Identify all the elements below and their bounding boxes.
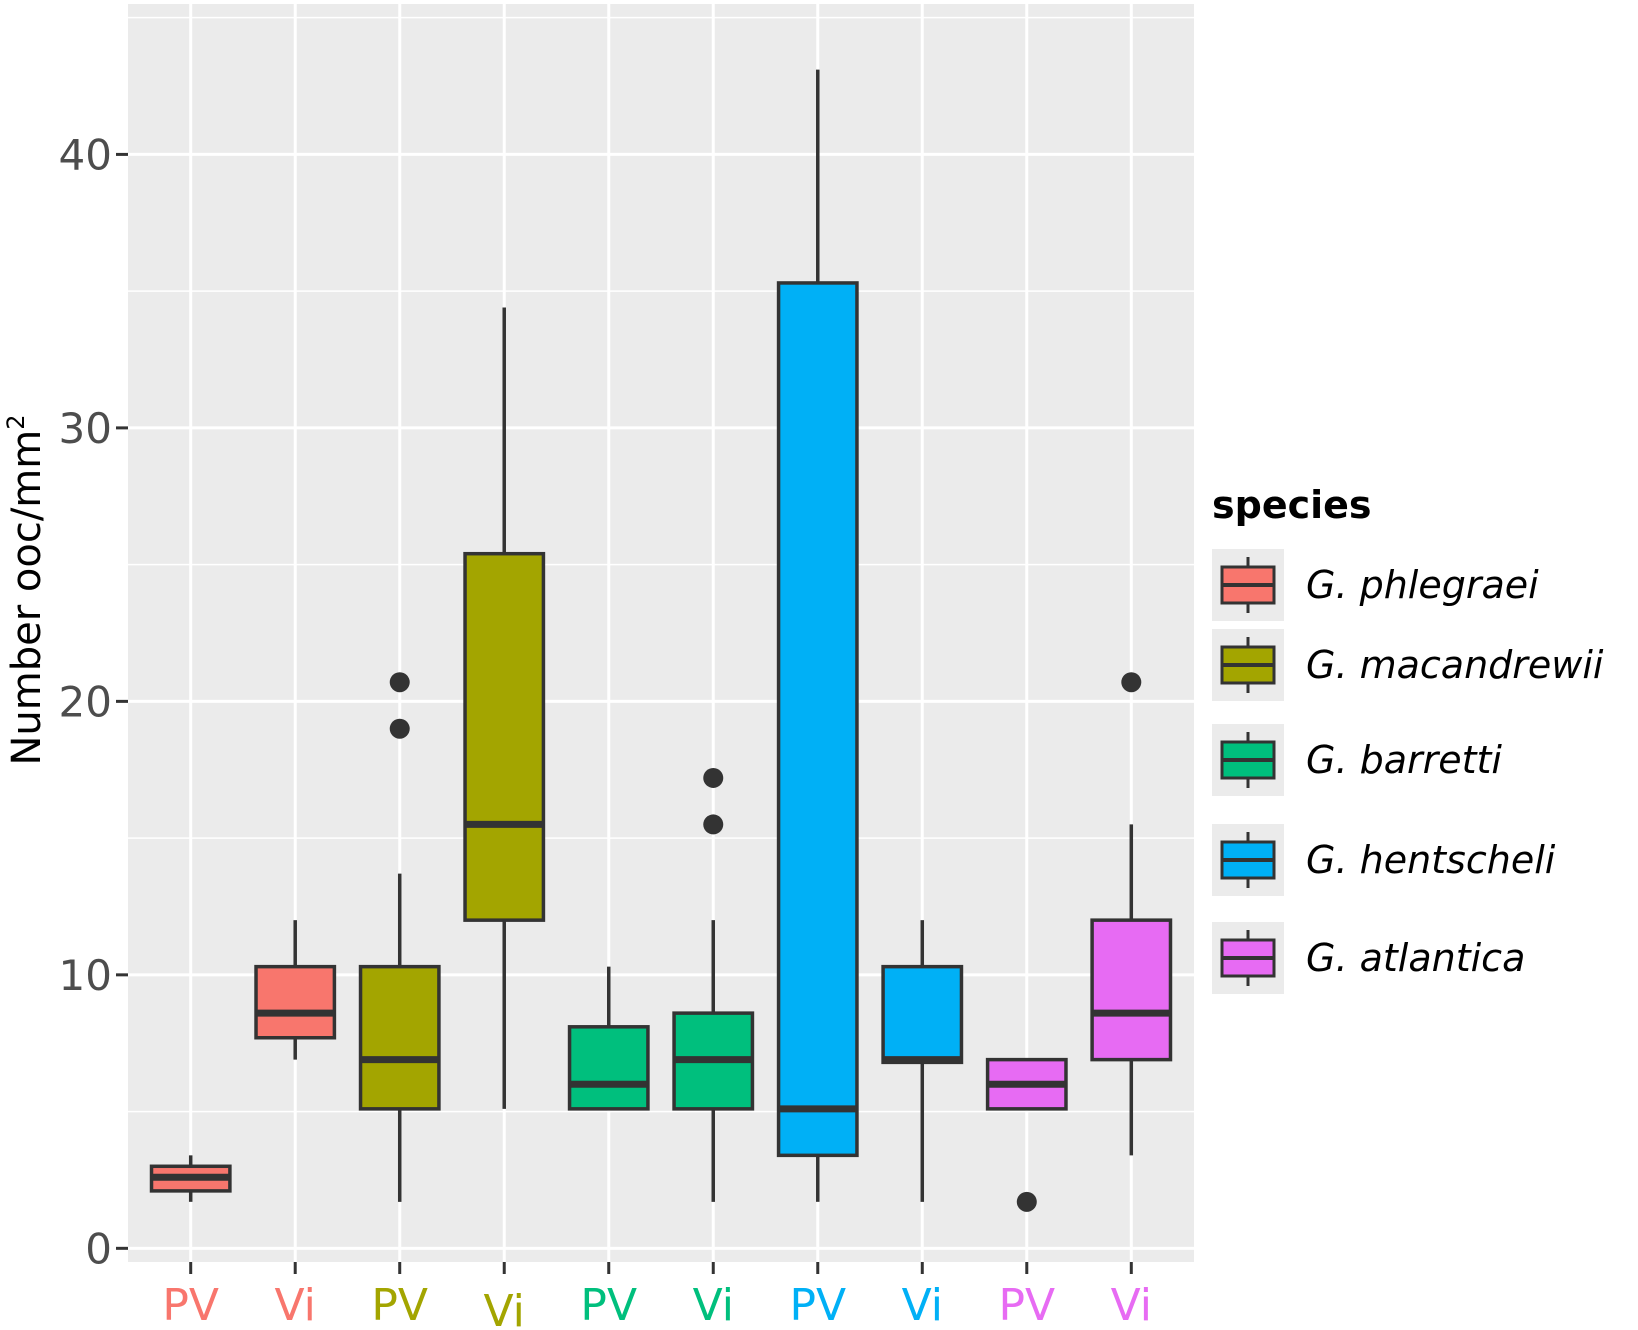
legend-title: species [1212,483,1372,527]
y-axis: 0 10 20 30 40 [59,130,128,1273]
box-10 [1090,672,1173,1156]
box-4 [463,307,546,1109]
legend-label: G. barretti [1306,738,1502,782]
legend: species G. phlegraei G. macandrewii G. bar… [1212,483,1604,994]
y-tick-label: 40 [59,130,112,179]
box-6 [672,767,755,1202]
x-tick-label: PV [789,1280,846,1330]
x-tick-label: PV [998,1280,1055,1330]
y-tick-label: 30 [59,404,112,453]
box-9 [985,1057,1068,1212]
legend-label: G. phlegraei [1306,563,1539,607]
y-tick-label: 10 [59,951,112,1000]
box-7 [776,69,859,1202]
outlier-point [703,814,724,835]
y-axis-title: Number ooc/mm2 [2,414,50,765]
box-2 [254,920,337,1060]
legend-item-4: G. hentscheli [1212,824,1556,896]
box-body [463,551,546,922]
x-tick-label: Vi [484,1286,525,1330]
y-tick-label: 0 [85,1224,112,1273]
legend-label: G. atlantica [1306,936,1525,980]
outlier-point [389,718,410,739]
box-body [1090,918,1173,1062]
legend-item-2: G. macandrewii [1212,629,1604,701]
box-3 [358,672,441,1202]
outlier-point [1016,1191,1037,1212]
legend-item-1: G. phlegraei [1212,549,1539,621]
y-axis-title-text: Number ooc/mm [4,430,50,766]
box-8 [881,920,964,1202]
x-tick-label: Vi [902,1280,943,1330]
x-tick-label: Vi [693,1280,734,1330]
legend-item-3: G. barretti [1212,724,1502,796]
box-body [358,964,441,1111]
outlier-point [389,672,410,693]
box-body [567,1025,650,1111]
box-body [254,964,337,1040]
y-tick-label: 20 [59,677,112,726]
x-tick-label: PV [580,1280,637,1330]
box-body [881,964,964,1065]
outlier-point [703,767,724,788]
y-axis-title-superscript: 2 [2,414,30,429]
x-tick-label: Vi [275,1280,316,1330]
x-tick-label: Vi [1111,1280,1152,1330]
plot-panel [128,4,1194,1262]
outlier-point [1121,672,1142,693]
x-tick-label: PV [162,1280,219,1330]
legend-item-5: G. atlantica [1212,922,1525,994]
box-body [776,281,859,1158]
x-tick-label: PV [371,1280,428,1330]
x-axis: PV Vi PV Vi PV Vi PV Vi PV Vi [162,1262,1152,1330]
legend-label: G. macandrewii [1306,643,1604,687]
box-5 [567,966,650,1111]
legend-label: G. hentscheli [1306,838,1556,882]
box-series [149,69,1173,1212]
box-1 [149,1155,232,1202]
